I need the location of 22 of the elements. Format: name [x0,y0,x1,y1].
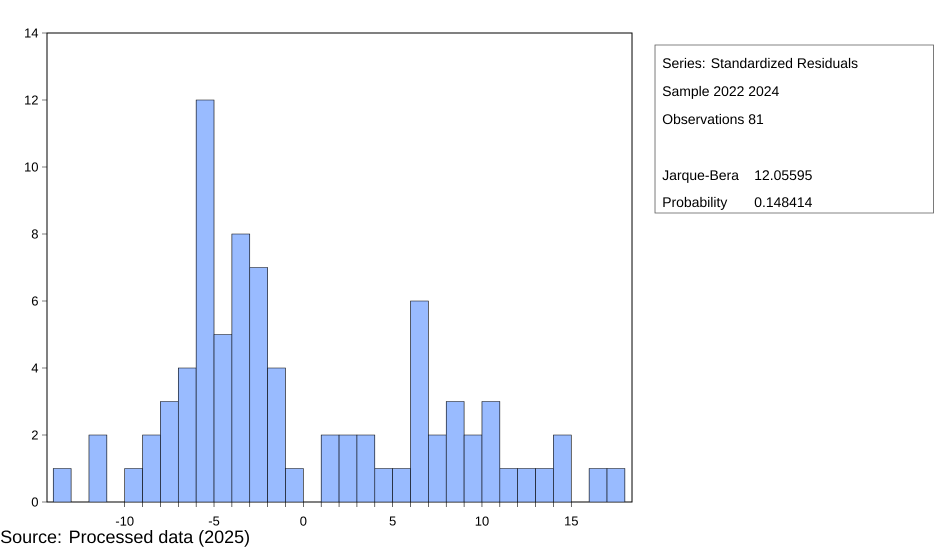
x-tick-label: 0 [300,516,306,526]
y-tick-label: 6 [32,296,38,306]
x-tick-label: 15 [565,516,578,526]
text: Jarque-Bera [662,170,739,183]
y-tick-label: 8 [32,229,38,239]
x-tick-label: 5 [390,516,396,526]
y-tick-label: 12 [25,95,38,105]
x-tick-label: -5 [208,516,220,526]
text: Observations 81 [662,114,764,124]
text: 12.05595 [755,170,812,180]
source-note: Source: Processed data (2025) [1,530,249,547]
y-tick-label: 14 [25,28,38,38]
x-tick-label: -10 [116,516,134,526]
text: 0.148414 [754,197,812,208]
x-tick-label: 10 [476,516,489,526]
text: Probability [663,196,728,210]
y-tick-label: 10 [25,162,38,172]
text: Sample 2022 2024 [662,86,779,99]
y-tick-label: 4 [32,364,38,372]
y-tick-label: 0 [32,497,38,507]
y-tick-label: 2 [32,430,38,440]
text: Series: Standardized Residuals [662,58,858,68]
